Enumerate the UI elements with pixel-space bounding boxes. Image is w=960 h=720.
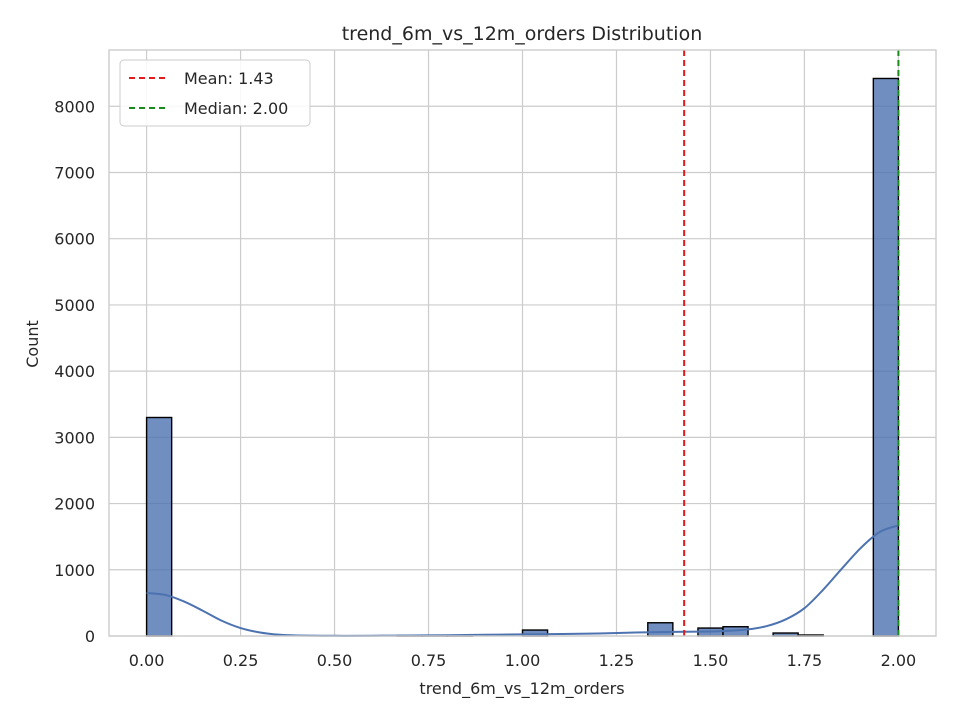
histogram-bar — [872, 77, 900, 637]
kde-curve — [146, 524, 899, 637]
legend-mean-label: Mean: 1.43 — [184, 69, 274, 88]
reference-lines — [683, 50, 900, 636]
y-tick-label: 6000 — [54, 230, 95, 249]
x-axis-title: trend_6m_vs_12m_orders — [419, 679, 624, 699]
y-tick-label: 8000 — [54, 97, 95, 116]
x-tick-label: 1.75 — [787, 651, 823, 670]
legend-median-label: Median: 2.00 — [184, 99, 288, 118]
x-tick-label: 1.00 — [505, 651, 541, 670]
kde-curve-group — [146, 524, 899, 637]
x-tick-label: 0.50 — [317, 651, 353, 670]
legend: Mean: 1.43 Median: 2.00 — [119, 59, 311, 127]
y-tick-label: 4000 — [54, 362, 95, 381]
y-tick-label: 5000 — [54, 296, 95, 315]
chart-title: trend_6m_vs_12m_orders Distribution — [342, 23, 703, 45]
x-axis-ticks: 0.00 0.25 0.50 0.75 1.00 1.25 1.50 1.75 2.00 — [129, 651, 916, 670]
x-tick-label: 1.50 — [693, 651, 729, 670]
x-tick-label: 0.25 — [223, 651, 259, 670]
histogram-bar — [647, 622, 674, 637]
histogram-bar — [145, 416, 173, 637]
axes-frame — [108, 49, 937, 637]
y-tick-label: 3000 — [54, 428, 95, 447]
y-axis-title: Count — [23, 320, 42, 368]
x-tick-label: 2.00 — [881, 651, 917, 670]
x-tick-label: 1.25 — [599, 651, 635, 670]
y-tick-label: 2000 — [54, 495, 95, 514]
legend-box — [119, 59, 311, 127]
y-tick-label: 0 — [85, 627, 95, 646]
y-tick-label: 7000 — [54, 163, 95, 182]
y-tick-label: 1000 — [54, 561, 95, 580]
x-tick-label: 0.00 — [129, 651, 165, 670]
x-tick-label: 0.75 — [411, 651, 447, 670]
y-axis-ticks: 0 1000 2000 3000 4000 5000 6000 7000 8000 — [54, 97, 95, 646]
histogram-bars — [145, 77, 900, 637]
